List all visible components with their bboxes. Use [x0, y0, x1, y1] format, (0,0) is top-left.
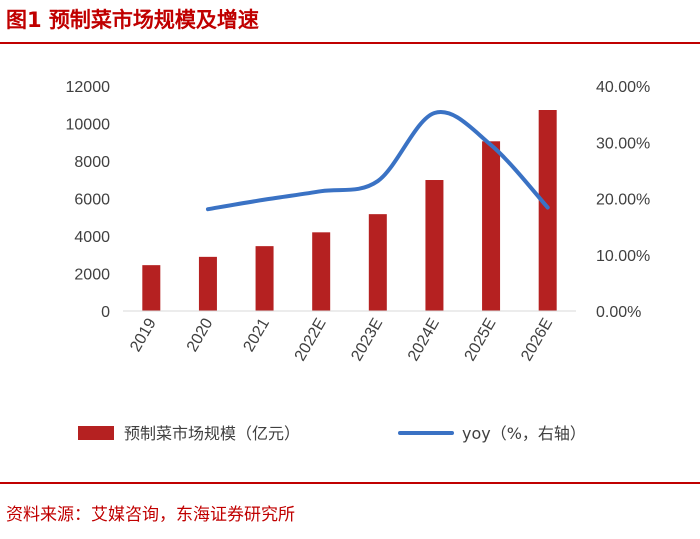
left-axis-tick-2000: 2000 — [74, 267, 110, 284]
bar-2023E — [368, 214, 387, 311]
x-axis-tick-2022E: 2022E — [292, 316, 330, 365]
bar-2026E — [538, 110, 557, 311]
source-note: 资料来源：艾媒咨询，东海证券研究所 — [6, 505, 295, 525]
bar-2020 — [198, 256, 217, 311]
bar-series — [142, 110, 557, 311]
legend-bar-label: 预制菜市场规模（亿元） — [124, 424, 300, 443]
right-axis-tick-30.00%: 30.00% — [596, 135, 650, 152]
figure-title: 图1 预制菜市场规模及增速 — [6, 8, 259, 32]
title-divider — [0, 42, 700, 44]
chart-area: 0 2000 4000 6000 8000 10000 12000 0.00% 10.00% 2… — [66, 79, 651, 443]
left-axis-tick-4000: 4000 — [74, 229, 110, 246]
legend: 预制菜市场规模（亿元） yoy（%，右轴） — [78, 424, 586, 443]
right-axis-ticks: 0.00% 10.00% 20.00% 30.00% 40.00% — [596, 79, 650, 321]
right-axis-tick-20.00%: 20.00% — [596, 192, 650, 209]
right-axis-tick-10.00%: 10.00% — [596, 248, 650, 265]
left-axis-ticks: 0 2000 4000 6000 8000 10000 12000 — [66, 79, 111, 321]
legend-bar-swatch — [78, 426, 114, 440]
x-axis-tick-2024E: 2024E — [405, 316, 443, 365]
source-divider — [0, 482, 700, 484]
left-axis-tick-6000: 6000 — [74, 192, 110, 209]
bar-2022E — [312, 232, 331, 311]
left-axis-tick-8000: 8000 — [74, 154, 110, 171]
x-axis-tick-2023E: 2023E — [348, 316, 386, 365]
yoy-line — [205, 110, 550, 212]
x-axis-tick-2021: 2021 — [241, 315, 274, 354]
bar-2025E — [482, 141, 501, 311]
left-axis-tick-0: 0 — [101, 304, 110, 321]
x-axis-tick-2019: 2019 — [127, 315, 160, 354]
bar-2019 — [142, 265, 161, 311]
bar-2024E — [425, 180, 444, 311]
x-axis-tick-2020: 2020 — [184, 315, 217, 354]
x-axis-ticks: 2019 2020 2021 2022E 2023E 2024E 2025E 2026E — [127, 315, 556, 364]
legend-line-label: yoy（%，右轴） — [462, 424, 586, 443]
bar-2021 — [255, 246, 274, 311]
x-axis-tick-2025E: 2025E — [462, 316, 500, 365]
right-axis-tick-40.00%: 40.00% — [596, 79, 650, 96]
left-axis-tick-12000: 12000 — [66, 79, 111, 96]
left-axis-tick-10000: 10000 — [66, 117, 111, 134]
x-axis-tick-2026E: 2026E — [518, 316, 556, 365]
right-axis-tick-0.00%: 0.00% — [596, 304, 641, 321]
